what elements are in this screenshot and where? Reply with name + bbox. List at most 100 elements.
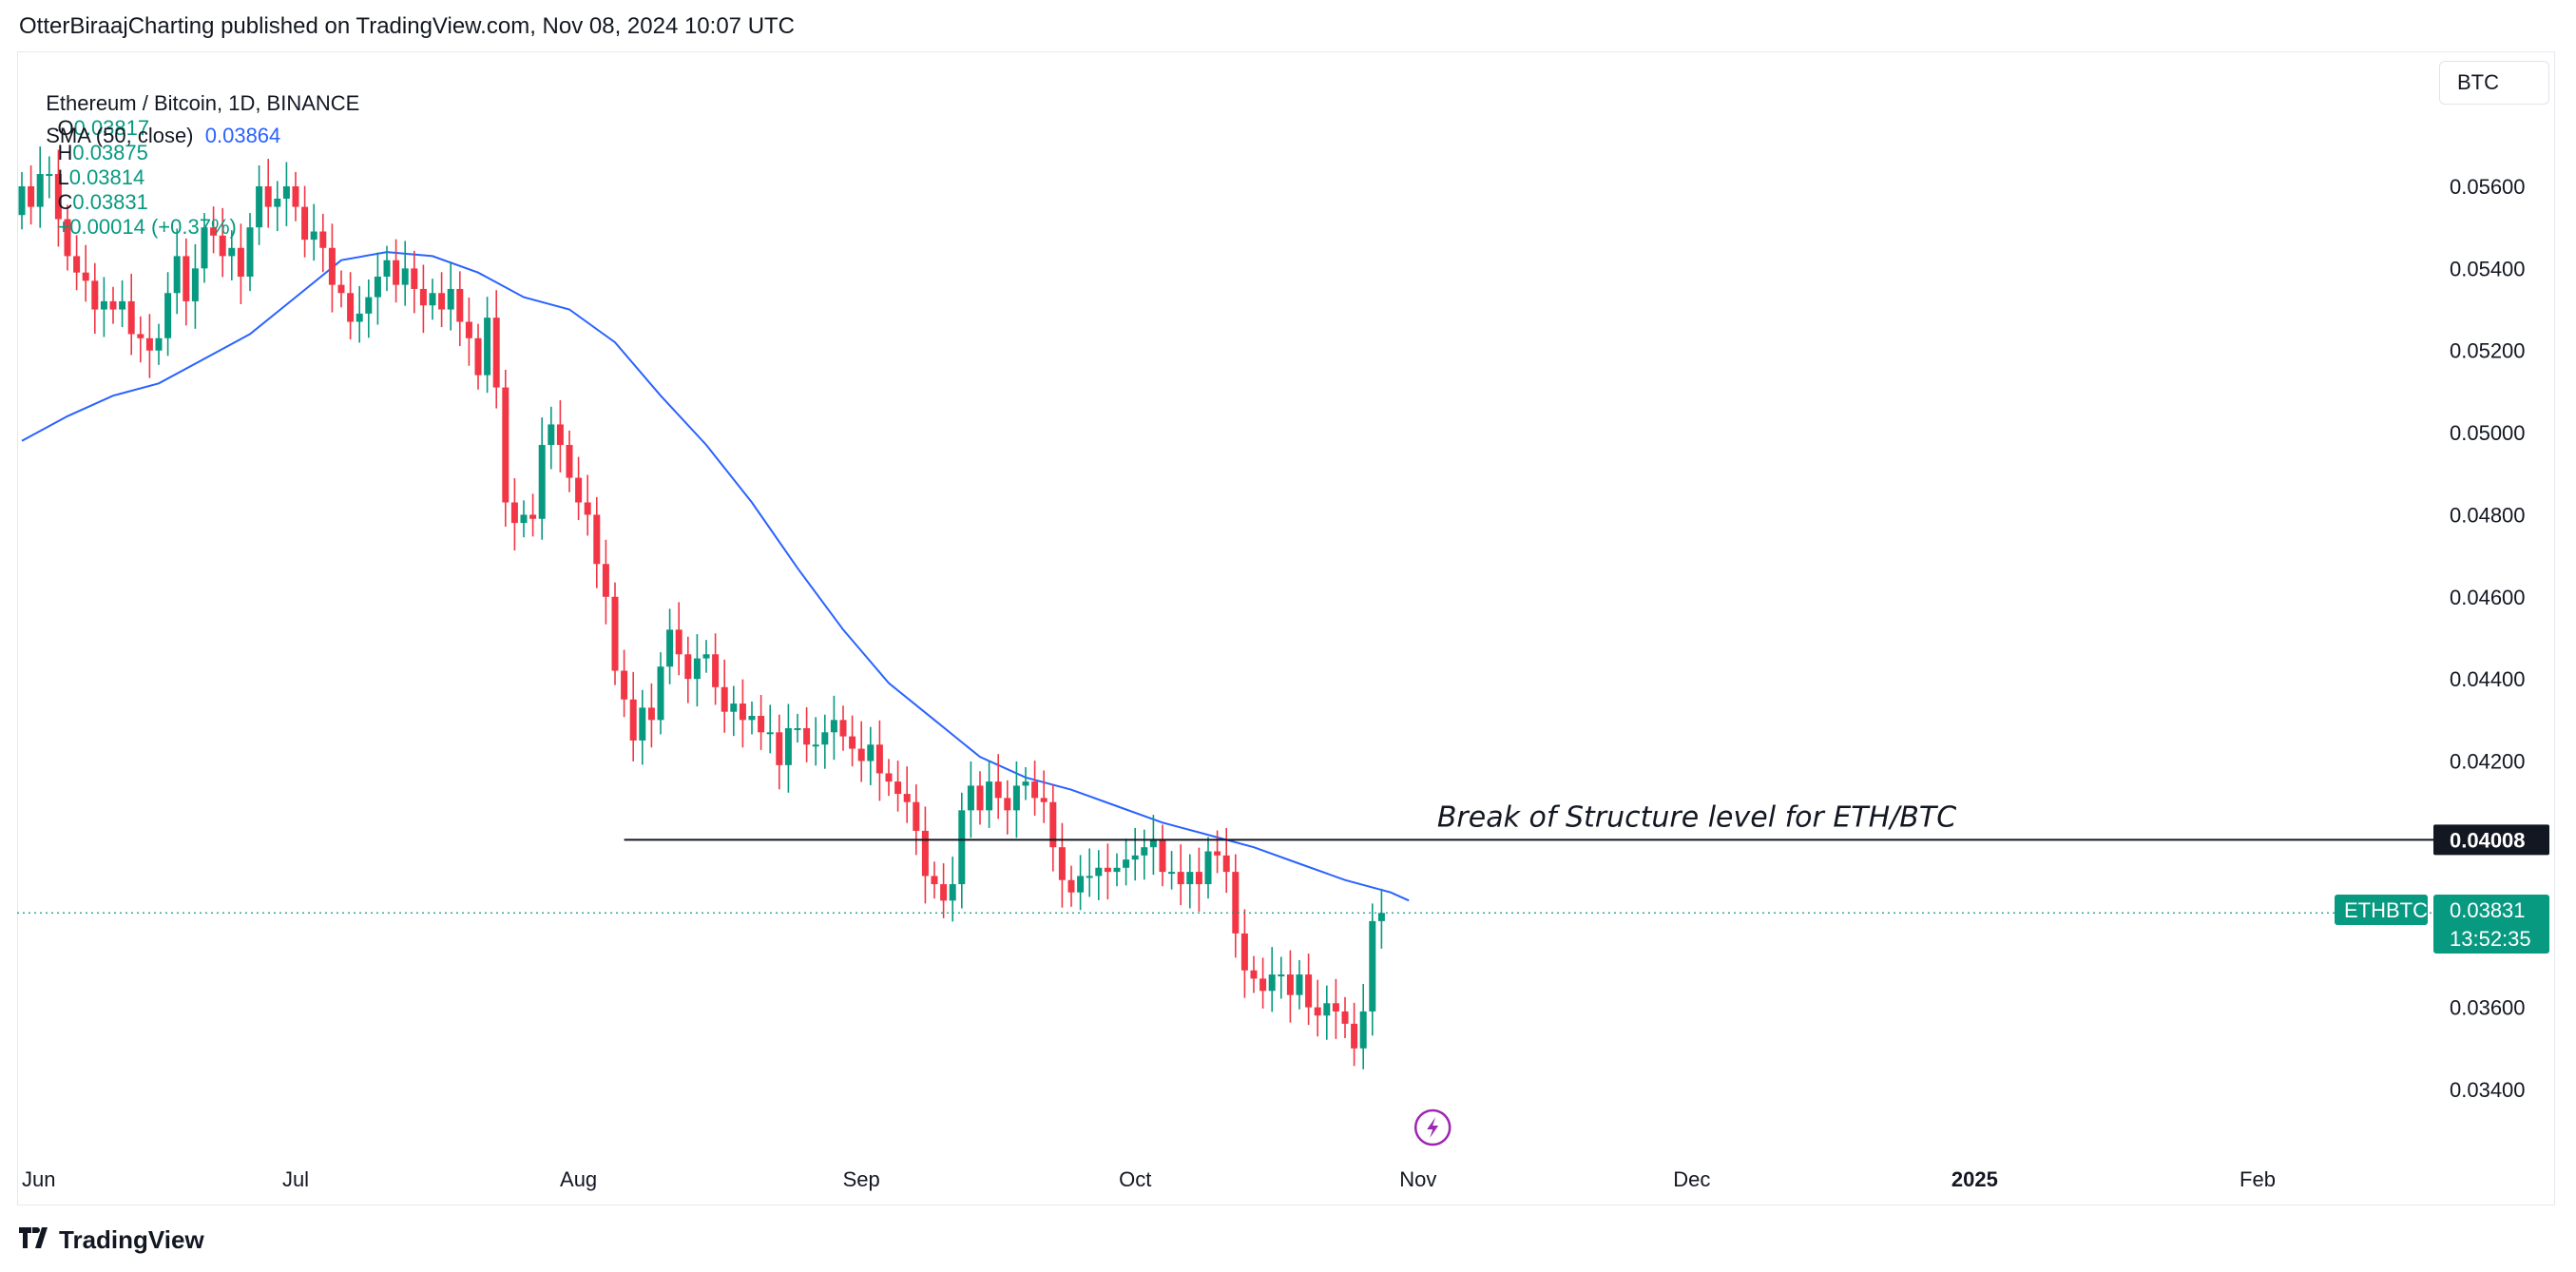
candle (210, 206, 218, 254)
candle (145, 314, 153, 378)
candle-body (274, 198, 281, 207)
candle (337, 270, 345, 308)
sma-value: 0.03864 (204, 124, 281, 147)
candle-body (1113, 867, 1121, 873)
candle-body (1377, 913, 1385, 921)
candle-body (191, 268, 199, 301)
candle (748, 701, 756, 735)
candle-body (374, 276, 381, 298)
candle (274, 181, 281, 232)
sma-line (21, 251, 1410, 902)
candle-body (913, 801, 920, 831)
candle (575, 456, 583, 521)
candle-body (684, 654, 692, 680)
x-tick-label: Oct (1119, 1167, 1151, 1191)
candle-body (365, 297, 373, 314)
candle-body (91, 280, 99, 310)
candle (593, 496, 601, 588)
candle-body (310, 231, 317, 241)
candle-body (1095, 867, 1103, 877)
candle (164, 272, 172, 357)
y-tick-label: 0.03600 (2450, 996, 2526, 1020)
candle-body (401, 268, 409, 285)
candle-body (256, 186, 263, 228)
candle-body (1222, 855, 1230, 873)
ticker-badge (2335, 895, 2428, 925)
candle (885, 759, 893, 797)
candle-body (666, 629, 674, 667)
x-tick-label: Feb (2240, 1167, 2276, 1191)
candle (456, 271, 464, 346)
candle (1049, 784, 1057, 872)
candle (1159, 824, 1166, 887)
candle-body (748, 716, 756, 721)
candle-body (328, 247, 336, 285)
candle (849, 715, 856, 767)
legend-high-label: H (57, 141, 73, 164)
candle-body (219, 235, 226, 257)
chart-frame (17, 51, 2555, 1205)
candle-body (976, 785, 984, 811)
currency-button[interactable]: BTC (2439, 61, 2549, 105)
candle-body (383, 260, 391, 277)
candle-body (1214, 851, 1221, 856)
sma-layer (21, 251, 1410, 902)
candle-body (721, 686, 728, 712)
candle (1123, 838, 1130, 886)
candle (1058, 822, 1066, 908)
price-badge-countdown: 13:52:35 (2450, 927, 2531, 951)
candle (228, 230, 236, 280)
candle (675, 602, 682, 676)
legend-symbol[interactable]: Ethereum / Bitcoin, 1D, BINANCE (46, 91, 360, 115)
candle-body (264, 186, 272, 207)
candle (538, 417, 546, 540)
candle (986, 761, 993, 828)
candle (794, 713, 801, 743)
legend-low: 0.03814 (68, 165, 145, 189)
legend-sma[interactable]: SMA (50, close) 0.03864 (34, 99, 280, 148)
candle-body (1123, 859, 1130, 868)
candle (1040, 770, 1048, 823)
candle (967, 761, 974, 838)
candle (1332, 978, 1339, 1039)
candle (365, 279, 373, 338)
tradingview-logo[interactable]: TradingView (19, 1224, 204, 1255)
candle-body (1286, 974, 1294, 995)
candle-body (1031, 781, 1039, 799)
candle-body (1159, 838, 1166, 873)
candle-body (593, 514, 601, 565)
candle-body (867, 744, 875, 761)
y-tick-label: 0.04400 (2450, 667, 2526, 691)
candle (602, 539, 609, 625)
legend-main: Ethereum / Bitcoin, 1D, BINANCE O0.03817… (34, 67, 359, 240)
candle (1286, 950, 1294, 1023)
candle (137, 316, 144, 363)
candle-body (1177, 872, 1184, 885)
candle (812, 717, 819, 766)
candle (1214, 830, 1221, 874)
candle (1305, 954, 1313, 1026)
candle (921, 806, 929, 904)
candle-body (119, 300, 126, 310)
candle-body (1141, 847, 1148, 856)
candle-body (994, 781, 1002, 799)
candle (1369, 903, 1376, 1036)
candle (301, 185, 309, 258)
candle-body (712, 654, 720, 687)
overlay-layer: Break of Structure level for ETH/BTC (17, 800, 2448, 1147)
candle-body (1022, 781, 1029, 786)
candle (1022, 766, 1029, 800)
candle (702, 640, 710, 673)
candle-body (228, 247, 236, 257)
candle (830, 695, 837, 761)
candle-body (36, 174, 44, 207)
candle-body (456, 288, 464, 322)
candle-body (921, 830, 929, 877)
price-badge-value: 0.03831 (2450, 898, 2526, 922)
candle-body (675, 629, 682, 655)
candle (784, 703, 792, 793)
candle-body (237, 247, 244, 277)
flash-icon[interactable] (1413, 1108, 1451, 1147)
candle (1377, 888, 1385, 949)
